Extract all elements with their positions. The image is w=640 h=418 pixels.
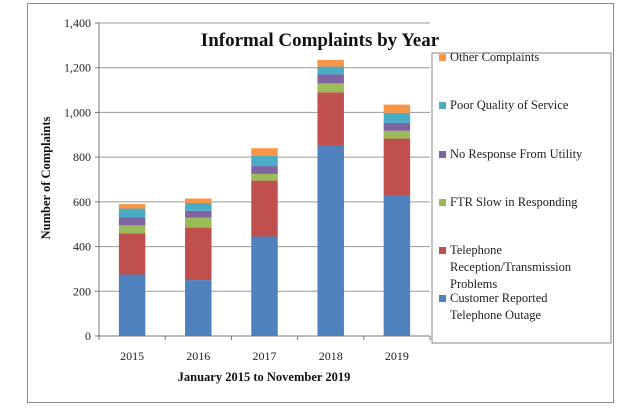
y-axis-label: Number of Complaints bbox=[39, 117, 53, 240]
legend-label: Poor Quality of Service bbox=[450, 98, 569, 112]
y-tick-label: 1,200 bbox=[64, 61, 91, 75]
bar-segment bbox=[251, 148, 278, 157]
legend-swatch bbox=[439, 199, 446, 206]
bar-segment bbox=[251, 173, 278, 181]
bar-segment bbox=[185, 210, 212, 218]
legend-label: No Response From Utility bbox=[450, 147, 583, 161]
bar-segment bbox=[383, 122, 411, 131]
bar-segment bbox=[317, 92, 344, 146]
y-tick-label: 1,400 bbox=[64, 16, 91, 30]
bar-segment bbox=[317, 59, 344, 67]
y-tick-label: 1,000 bbox=[64, 105, 91, 119]
y-tick-label: 200 bbox=[73, 284, 91, 298]
bar-segment bbox=[317, 145, 344, 336]
y-tick-label: 0 bbox=[85, 329, 91, 343]
bar-segment bbox=[118, 217, 146, 226]
bar-segment bbox=[383, 195, 411, 336]
bar-segment bbox=[185, 217, 212, 228]
legend: Other Complaints Poor Quality of Service N… bbox=[431, 50, 612, 344]
legend-swatch bbox=[439, 102, 446, 109]
legend-box bbox=[431, 52, 612, 344]
legend-swatch bbox=[439, 151, 446, 158]
legend-swatch bbox=[439, 247, 446, 254]
x-tick-label: 2018 bbox=[319, 349, 343, 363]
bar-segment bbox=[185, 280, 212, 336]
y-tick-labels: 0 200 400 600 800 1,000 1,200 1,400 bbox=[64, 16, 91, 343]
bar-segment bbox=[118, 274, 146, 336]
bar-segment bbox=[251, 180, 278, 237]
x-tick-label: 2017 bbox=[253, 349, 277, 363]
legend-swatch bbox=[439, 54, 446, 61]
bar-segment bbox=[118, 225, 146, 234]
chart-title: Informal Complaints by Year bbox=[201, 30, 440, 51]
legend-label: FTR Slow in Responding bbox=[450, 195, 578, 209]
bar-segment bbox=[383, 138, 411, 196]
x-axis-label: January 2015 to November 2019 bbox=[178, 370, 351, 384]
bar-segment bbox=[185, 198, 212, 203]
bars bbox=[118, 59, 411, 336]
bar-segment bbox=[317, 74, 344, 84]
legend-swatch bbox=[439, 295, 446, 302]
x-tick-label: 2016 bbox=[186, 349, 210, 363]
x-tick-labels: 2015 2016 2017 2018 2019 bbox=[120, 349, 409, 363]
x-tick-label: 2015 bbox=[120, 349, 144, 363]
legend-label: Telephone Reception/Transmission Problems bbox=[450, 243, 572, 291]
bar-segment bbox=[251, 166, 278, 174]
axes bbox=[98, 23, 431, 340]
legend-label: Customer Reported Telephone Outage bbox=[450, 291, 548, 322]
y-tick-label: 400 bbox=[73, 240, 91, 254]
bar-segment bbox=[118, 208, 146, 218]
bar-segment bbox=[383, 104, 411, 113]
bar-segment bbox=[118, 204, 146, 209]
bar-segment bbox=[317, 66, 344, 75]
y-tick-label: 800 bbox=[73, 150, 91, 164]
bar-segment bbox=[251, 236, 278, 336]
y-tick-label: 600 bbox=[73, 195, 91, 209]
bar-segment bbox=[383, 112, 411, 123]
bar-segment bbox=[383, 130, 411, 139]
bar-segment bbox=[185, 227, 212, 281]
x-tick-label: 2019 bbox=[385, 349, 409, 363]
legend-label: Other Complaints bbox=[450, 50, 539, 64]
bar-segment bbox=[118, 233, 146, 275]
bar-segment bbox=[185, 202, 212, 211]
bar-segment bbox=[317, 83, 344, 93]
bar-segment bbox=[251, 156, 278, 167]
